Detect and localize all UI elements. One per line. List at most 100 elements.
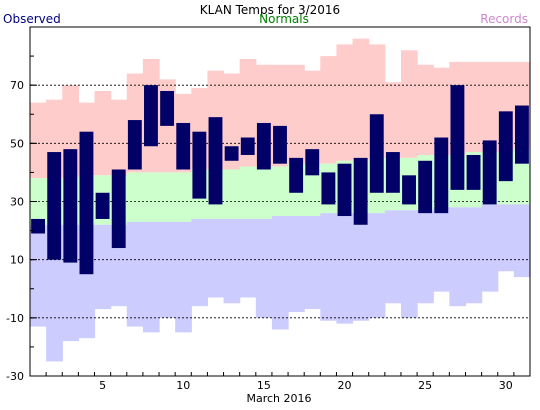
record-high-band-day-26 [433, 67, 450, 155]
record-high-band-day-24 [400, 50, 418, 158]
observed-bar-day-4 [79, 131, 94, 275]
observed-bar-day-29 [482, 140, 497, 205]
normal-band-day-16 [271, 166, 289, 217]
observed-bar-day-26 [434, 137, 449, 214]
x-tick-label-20: 20 [338, 379, 352, 392]
record-low-band-day-16 [271, 216, 289, 330]
observed-bar-day-28 [466, 154, 481, 190]
normal-band-day-10 [175, 172, 192, 222]
record-low-band-day-10 [175, 221, 192, 333]
y-tick-label--30: -30 [6, 370, 24, 383]
observed-bar-day-21 [353, 157, 368, 225]
observed-bar-day-18 [305, 149, 320, 176]
observed-bar-day-20 [337, 163, 352, 217]
record-high-band-day-17 [288, 64, 305, 164]
record-low-band-day-30 [497, 204, 515, 272]
record-low-band-day-5 [94, 224, 112, 310]
record-low-band-day-25 [417, 210, 434, 304]
x-tick-label-25: 25 [418, 379, 432, 392]
x-tick-label-10: 10 [176, 379, 190, 392]
legend-observed: Observed [3, 12, 61, 26]
record-low-band-day-24 [400, 210, 418, 318]
legend-normals: Normals [259, 12, 309, 26]
record-high-band-day-25 [417, 64, 434, 155]
y-tick-label-10: 10 [10, 254, 24, 267]
record-low-band-day-21 [352, 213, 370, 321]
observed-bar-day-5 [95, 192, 110, 219]
record-high-band-day-19 [320, 56, 338, 164]
observed-bar-day-30 [498, 111, 513, 182]
x-axis-label: March 2016 [246, 392, 311, 405]
record-low-band-day-17 [288, 216, 305, 313]
record-high-band-day-13 [223, 73, 241, 170]
record-low-band-day-12 [207, 218, 225, 298]
normal-band-day-9 [159, 172, 176, 222]
record-low-band-day-9 [159, 221, 176, 318]
observed-bar-day-19 [321, 172, 336, 205]
observed-bar-day-24 [402, 175, 416, 205]
record-high-band-day-29 [481, 61, 499, 153]
normal-band-day-15 [255, 166, 273, 219]
observed-bar-day-7 [127, 120, 142, 170]
observed-bar-day-8 [144, 85, 158, 147]
normal-band-day-8 [142, 172, 160, 222]
observed-bar-day-31 [515, 105, 529, 164]
x-tick-label-15: 15 [257, 379, 271, 392]
observed-bar-day-11 [192, 131, 207, 199]
record-low-band-day-28 [465, 207, 483, 304]
record-low-band-day-31 [513, 204, 531, 278]
x-tick-label-5: 5 [99, 379, 106, 392]
y-tick-label-30: 30 [10, 196, 24, 209]
record-low-band-day-14 [239, 218, 257, 298]
record-low-band-day-26 [433, 207, 450, 292]
record-low-band-day-22 [368, 213, 386, 318]
observed-bar-day-16 [273, 125, 287, 164]
legend-records: Records [480, 12, 528, 26]
observed-bar-day-9 [160, 90, 175, 126]
record-low-band-day-15 [255, 218, 273, 318]
observed-bar-day-2 [47, 152, 62, 260]
observed-bar-day-23 [385, 152, 400, 193]
record-high-band-day-21 [352, 38, 370, 161]
record-high-band-day-18 [304, 70, 321, 164]
observed-bar-day-14 [240, 137, 255, 155]
record-low-band-day-8 [142, 221, 160, 333]
observed-bar-day-15 [256, 122, 271, 170]
record-low-band-day-19 [320, 213, 338, 321]
record-low-band-day-7 [126, 221, 144, 327]
chart-title: KLAN Temps for 3/2016 [200, 3, 340, 17]
observed-bar-day-27 [450, 85, 465, 190]
normal-band-day-13 [223, 169, 241, 219]
observed-bar-day-22 [369, 114, 384, 193]
record-low-band-day-13 [223, 218, 241, 304]
normal-band-day-18 [304, 163, 321, 217]
observed-bar-day-25 [418, 160, 433, 214]
y-tick-label-70: 70 [10, 79, 24, 92]
observed-bar-day-13 [224, 146, 239, 161]
observed-bar-day-6 [111, 169, 126, 249]
record-low-band-day-29 [481, 204, 499, 292]
observed-bar-day-3 [63, 149, 78, 263]
record-high-band-day-1 [30, 102, 47, 179]
plot-area: -30 -10 10 30 50 70 5 10 15 20 25 30 [6, 26, 531, 392]
record-low-band-day-11 [191, 218, 209, 307]
record-low-band-day-1 [30, 224, 47, 327]
record-high-band-day-28 [465, 61, 483, 153]
normal-band-day-14 [239, 166, 257, 219]
record-high-band-day-20 [336, 44, 354, 161]
record-low-band-day-23 [384, 210, 402, 304]
normal-band-day-7 [126, 172, 144, 222]
observed-bar-day-10 [176, 122, 191, 170]
record-low-band-day-27 [449, 207, 467, 307]
observed-bar-day-12 [208, 117, 223, 205]
record-high-band-day-5 [94, 90, 112, 176]
record-high-band-day-23 [384, 82, 402, 158]
record-low-band-day-20 [336, 213, 354, 324]
observed-bar-day-17 [289, 157, 304, 193]
y-tick-label-50: 50 [10, 137, 24, 150]
y-tick-label--10: -10 [6, 312, 24, 325]
x-tick-label-30: 30 [499, 379, 513, 392]
observed-bar-day-1 [31, 218, 45, 234]
